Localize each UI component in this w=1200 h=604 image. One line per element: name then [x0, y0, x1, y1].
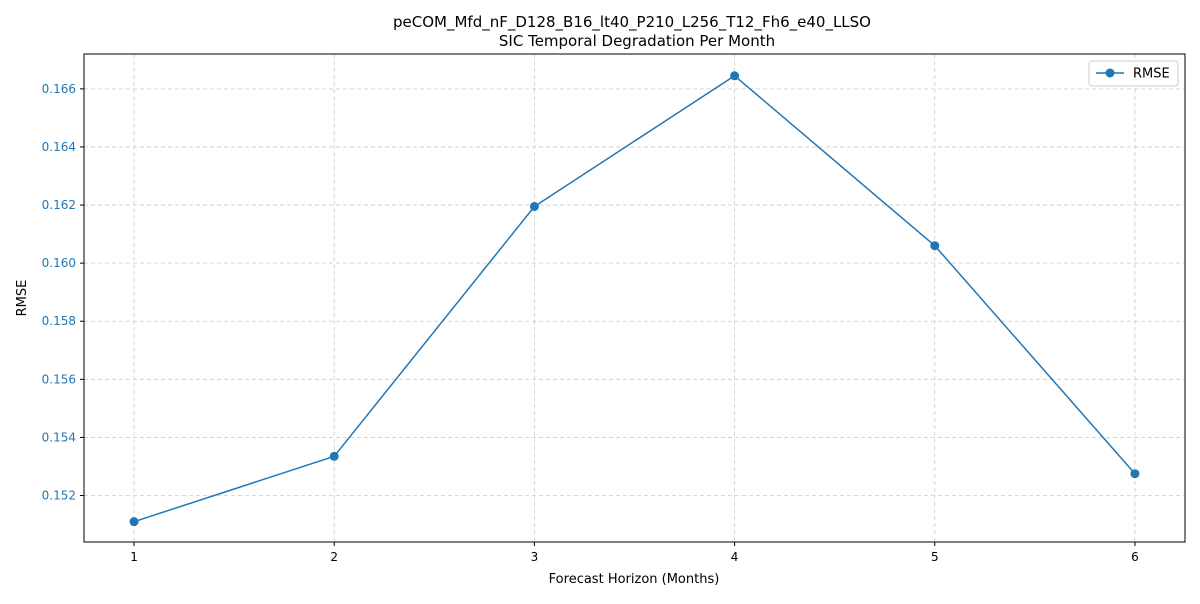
- data-point: [930, 241, 940, 251]
- series-layer: [129, 71, 1140, 527]
- x-tick-label: 2: [330, 550, 338, 564]
- chart-subtitle: SIC Temporal Degradation Per Month: [499, 32, 775, 50]
- y-tick-label: 0.160: [42, 256, 76, 270]
- chart-title: peCOM_Mfd_nF_D128_B16_lt40_P210_L256_T12…: [393, 13, 871, 32]
- legend-label-rmse: RMSE: [1133, 67, 1170, 82]
- data-point: [329, 451, 339, 461]
- plot-frame: [83, 53, 1186, 543]
- axes: 1 2 3 4 5 6 0.152 0.154 0.156 0.158 0.160 0.162 0.16…: [42, 53, 1186, 564]
- legend-box: [1088, 60, 1179, 87]
- data-point: [730, 71, 740, 81]
- y-tick-label: 0.154: [42, 430, 76, 444]
- series-line-rmse: [133, 75, 1136, 523]
- data-point: [1130, 469, 1140, 479]
- y-tick-label: 0.156: [42, 372, 76, 386]
- x-tick-label: 1: [130, 550, 138, 564]
- legend-marker-swatch: [1105, 68, 1115, 78]
- y-axis-label: RMSE: [15, 280, 30, 317]
- y-tick-label: 0.158: [42, 314, 76, 328]
- y-tick-label: 0.166: [42, 82, 76, 96]
- x-axis-label: Forecast Horizon (Months): [549, 572, 720, 587]
- legend: RMSE: [1088, 60, 1179, 87]
- x-tick-label: 4: [731, 550, 739, 564]
- x-tick-label: 6: [1131, 550, 1139, 564]
- y-tick-label: 0.162: [42, 198, 76, 212]
- y-tick-label: 0.164: [42, 140, 76, 154]
- x-tick-label: 5: [931, 550, 939, 564]
- data-point: [129, 517, 139, 527]
- y-tick-label: 0.152: [42, 489, 76, 503]
- data-point: [529, 202, 539, 211]
- x-tick-label: 3: [531, 550, 539, 564]
